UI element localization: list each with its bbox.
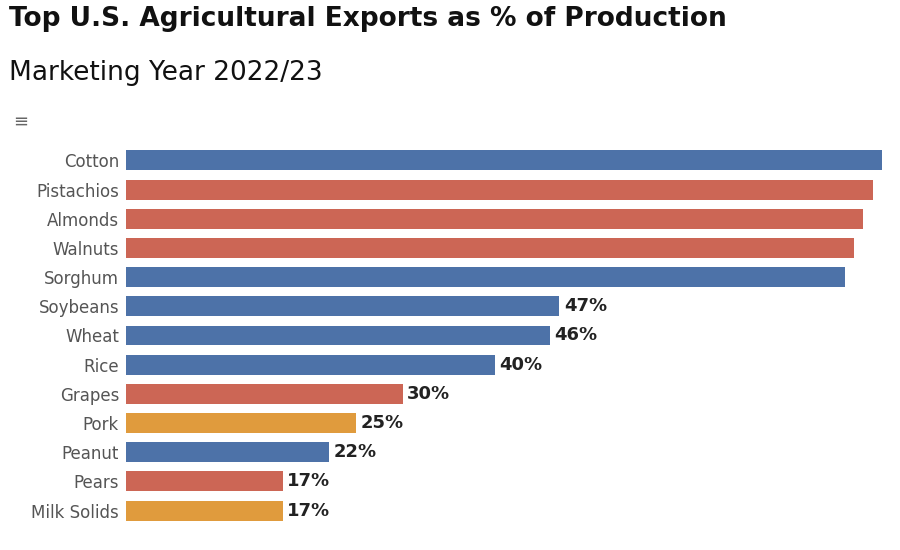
Bar [126,384,402,404]
Bar [126,209,863,229]
Text: ≡: ≡ [14,113,29,131]
Bar [126,500,283,520]
Bar [126,326,550,345]
Text: Marketing Year 2022/23: Marketing Year 2022/23 [9,60,322,86]
Text: 47%: 47% [563,298,607,315]
Bar [126,267,845,287]
Text: 40%: 40% [500,356,543,373]
Bar [126,471,283,491]
Text: 46%: 46% [554,327,598,344]
Text: 17%: 17% [287,472,330,491]
Bar [126,238,854,258]
Text: 30%: 30% [407,385,450,403]
Bar [126,296,559,316]
Text: 17%: 17% [287,502,330,520]
Bar [126,413,356,433]
Text: Top U.S. Agricultural Exports as % of Production: Top U.S. Agricultural Exports as % of Pr… [9,6,727,31]
Bar [126,442,328,462]
Text: 22%: 22% [333,443,376,461]
Bar [126,151,882,170]
Bar [126,355,495,375]
Text: 25%: 25% [361,414,404,432]
Bar [126,180,873,200]
